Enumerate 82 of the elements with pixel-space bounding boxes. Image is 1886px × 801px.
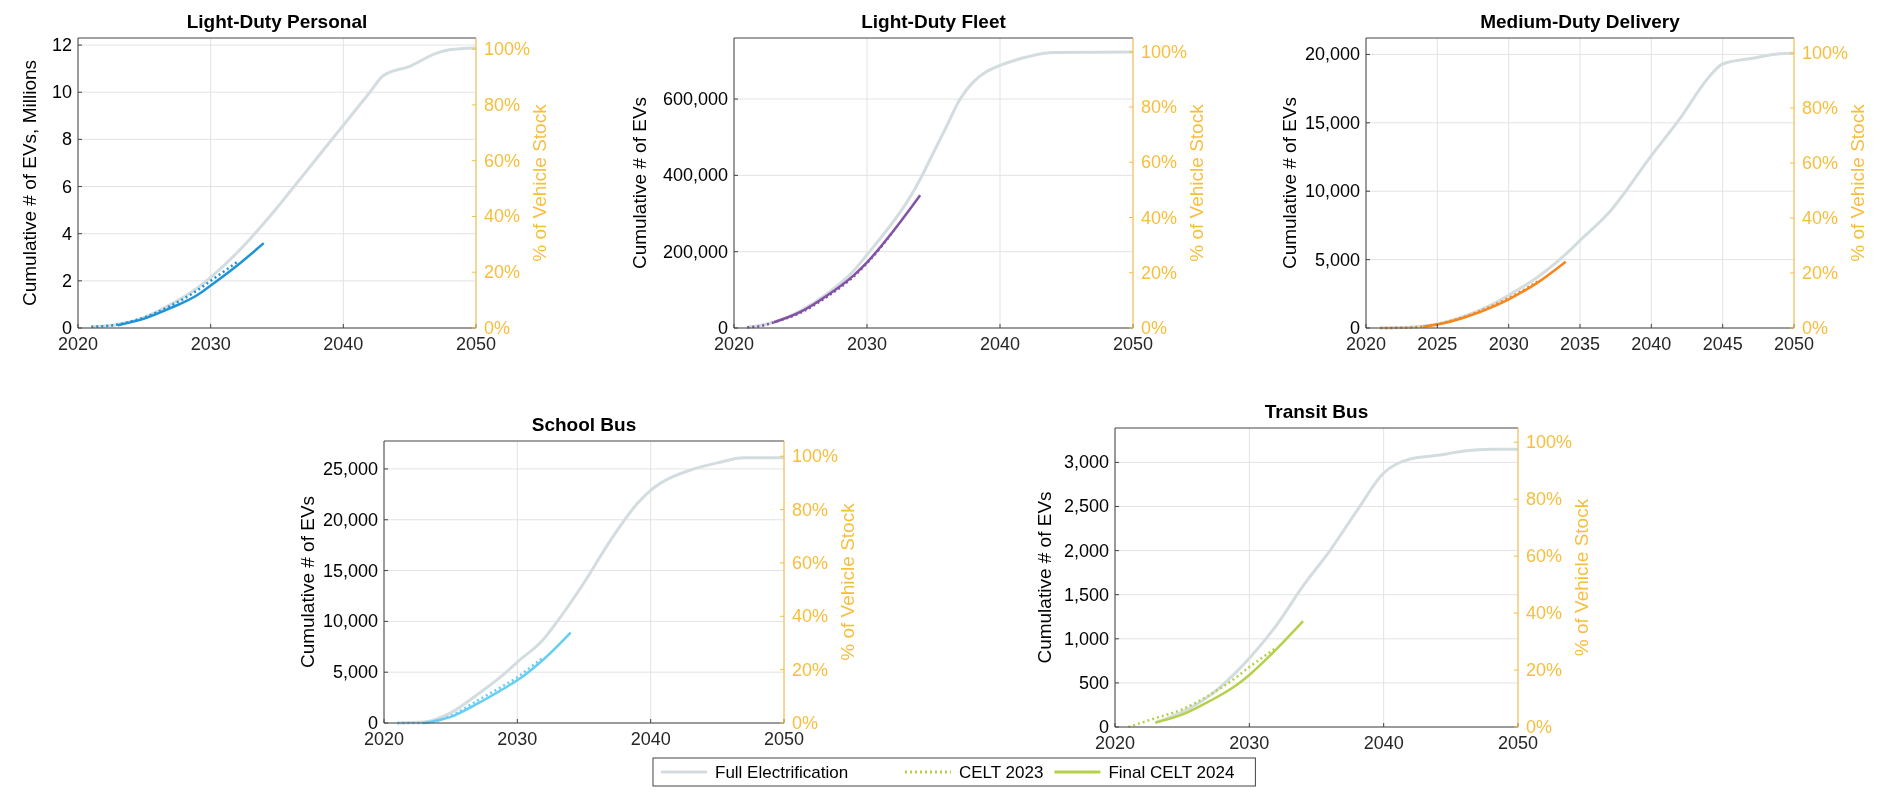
y2-tick-label: 60% <box>1141 152 1178 173</box>
y2-tick-label: 100% <box>1802 43 1849 64</box>
x-tick-label: 2040 <box>1631 334 1672 354</box>
y-tick-label: 2,000 <box>1063 540 1109 561</box>
y2-tick-label: 40% <box>1141 207 1178 228</box>
legend-label: Full Electrification <box>715 763 849 782</box>
y2-axis-title: % of Vehicle Stock <box>1571 498 1592 657</box>
x-tick-label: 2045 <box>1702 334 1743 354</box>
y-tick-label: 6 <box>61 176 72 197</box>
legend-label: Final CELT 2024 <box>1108 763 1235 782</box>
y-tick-label: 1,500 <box>1063 584 1109 605</box>
y-tick-label: 10 <box>51 82 72 103</box>
y2-tick-label: 100% <box>484 39 531 60</box>
y2-tick-label: 40% <box>792 606 829 627</box>
y-axis-title: Cumulative # of EVs <box>1034 491 1055 664</box>
y-tick-label: 15,000 <box>322 560 378 581</box>
chart-title: Transit Bus <box>1264 401 1369 422</box>
x-tick-label: 2040 <box>979 334 1021 354</box>
y-tick-label: 25,000 <box>322 458 378 479</box>
y2-tick-label: 40% <box>1802 208 1839 229</box>
y-tick-label: 10,000 <box>1304 181 1360 202</box>
chart-title: Medium-Duty Delivery <box>1480 11 1681 32</box>
y2-tick-label: 60% <box>484 150 521 171</box>
y2-tick-label: 40% <box>1526 603 1563 624</box>
chart-title: Light-Duty Personal <box>186 11 368 32</box>
y2-axis-title: % of Vehicle Stock <box>837 502 858 661</box>
x-tick-label: 2030 <box>1488 334 1529 354</box>
y-tick-label: 400,000 <box>662 165 728 186</box>
x-tick-label: 2040 <box>630 729 671 749</box>
y2-tick-label: 20% <box>1526 660 1563 681</box>
x-tick-label: 2030 <box>190 334 231 354</box>
y-tick-label: 5,000 <box>1314 249 1360 270</box>
y-axis-title: Cumulative # of EVs, Millions <box>19 59 40 307</box>
line-series <box>395 456 786 725</box>
x-tick-label: 2030 <box>497 729 538 749</box>
y2-tick-label: 60% <box>1802 153 1839 174</box>
x-tick-label: 2030 <box>1229 733 1270 753</box>
y-tick-label: 12 <box>51 35 72 56</box>
x-tick-label: 2035 <box>1559 334 1601 354</box>
y2-tick-label: 40% <box>484 206 521 227</box>
y2-tick-label: 80% <box>1141 97 1178 118</box>
y-tick-label: 4 <box>61 223 72 244</box>
y-tick-label: 500 <box>1078 672 1109 693</box>
chart-title: School Bus <box>531 414 637 435</box>
y-tick-label: 200,000 <box>662 241 728 262</box>
y2-axis-title: % of Vehicle Stock <box>529 103 550 262</box>
y2-tick-label: 100% <box>1526 432 1573 453</box>
y-tick-label: 1,000 <box>1063 628 1109 649</box>
x-tick-label: 2030 <box>846 334 888 354</box>
y2-tick-label: 60% <box>792 552 829 573</box>
y2-tick-label: 80% <box>792 499 829 520</box>
y2-tick-label: 20% <box>1141 262 1178 283</box>
y-tick-label: 2 <box>61 270 72 291</box>
x-tick-label: 2040 <box>323 334 364 354</box>
legend-label: CELT 2023 <box>959 763 1044 782</box>
x-tick-label: 2025 <box>1417 334 1458 354</box>
line-series <box>422 631 572 725</box>
y2-axis-title: % of Vehicle Stock <box>1186 103 1207 262</box>
y-axis-title: Cumulative # of EVs <box>1279 96 1300 270</box>
y2-tick-label: 80% <box>1526 489 1563 510</box>
y-tick-label: 20,000 <box>322 509 378 530</box>
y2-axis-title: % of Vehicle Stock <box>1847 103 1868 262</box>
y2-tick-label: 80% <box>484 94 521 115</box>
y-tick-label: 600,000 <box>662 89 728 110</box>
y2-tick-label: 100% <box>1141 41 1188 62</box>
y2-tick-label: 20% <box>1802 263 1839 284</box>
y-tick-label: 8 <box>61 129 72 150</box>
y2-tick-label: 20% <box>792 659 829 680</box>
y-tick-label: 5,000 <box>332 662 378 683</box>
y-axis-title: Cumulative # of EVs <box>297 495 318 669</box>
y-axis-title: Cumulative # of EVs <box>629 96 650 270</box>
x-tick-label: 2040 <box>1363 733 1404 753</box>
y2-tick-label: 60% <box>1526 546 1563 567</box>
y-tick-label: 2,500 <box>1063 496 1109 517</box>
y-tick-label: 15,000 <box>1304 112 1360 133</box>
y-tick-label: 10,000 <box>322 611 378 632</box>
y-tick-label: 3,000 <box>1063 452 1109 473</box>
y2-tick-label: 20% <box>484 262 521 283</box>
chart-title: Light-Duty Fleet <box>861 11 1007 32</box>
y2-tick-label: 80% <box>1802 98 1839 119</box>
y2-tick-label: 100% <box>792 446 839 467</box>
y-tick-label: 20,000 <box>1304 44 1360 65</box>
